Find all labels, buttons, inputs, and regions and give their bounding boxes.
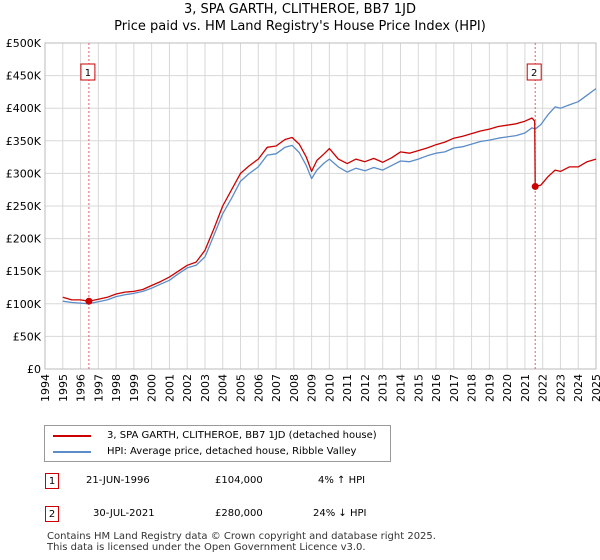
x-tick-label: 1995 (57, 374, 70, 402)
x-tick-label: 2010 (323, 374, 336, 402)
x-tick-label: 2011 (341, 374, 354, 402)
x-tick-label: 1999 (128, 374, 141, 402)
y-tick-label: £0 (27, 363, 41, 376)
chart-title: 3, SPA GARTH, CLITHEROE, BB7 1JD (183, 2, 417, 17)
legend-label-hpi: HPI: Average price, detached house, Ribb… (107, 446, 357, 457)
x-tick-label: 2004 (217, 374, 230, 402)
y-tick-label: £400K (6, 102, 42, 115)
x-tick-label: 2007 (270, 374, 283, 402)
x-tick-label: 2014 (394, 374, 407, 402)
x-tick-label: 2000 (146, 374, 159, 402)
transaction-date: 21-JUN-1996 (86, 475, 150, 486)
legend: 3, SPA GARTH, CLITHEROE, BB7 1JD (detach… (44, 425, 391, 462)
x-tick-label: 2022 (537, 374, 550, 402)
x-tick-label: 2005 (235, 374, 248, 402)
x-tick-label: 2017 (448, 374, 461, 402)
transaction-hpi: 4% ↑ HPI (318, 475, 366, 486)
x-tick-label: 2003 (199, 374, 212, 402)
x-tick-label: 2009 (306, 374, 319, 402)
sale-number-box (80, 63, 96, 81)
transaction-date: 30-JUL-2021 (93, 508, 155, 519)
x-tick-label: 2024 (572, 374, 585, 402)
x-tick-label: 1998 (110, 374, 123, 402)
y-tick-label: £500K (6, 37, 42, 50)
x-tick-label: 2012 (359, 374, 372, 402)
x-tick-label: 2025 (590, 374, 600, 402)
x-tick-label: 2002 (181, 374, 194, 402)
y-tick-label: £150K (6, 265, 42, 278)
x-tick-label: 2020 (501, 374, 514, 402)
y-tick-label: £350K (6, 135, 42, 148)
transaction-price: £280,000 (215, 508, 263, 519)
x-tick-label: 2023 (554, 374, 567, 402)
sale-number-label: 1 (85, 68, 91, 79)
y-tick-label: £200K (6, 233, 42, 246)
x-tick-label: 2019 (483, 374, 496, 402)
sale-point (85, 297, 93, 305)
transaction-badge: 2 (45, 506, 59, 522)
x-tick-label: 2008 (288, 374, 301, 402)
transaction-price: £104,000 (215, 475, 263, 486)
y-tick-label: £450K (6, 70, 42, 83)
sale-number-label: 2 (531, 68, 537, 79)
legend-swatch-sale (53, 435, 91, 437)
x-tick-label: 2006 (252, 374, 265, 402)
x-tick-label: 2021 (519, 374, 532, 402)
x-tick-label: 1994 (39, 374, 52, 402)
x-tick-label: 2016 (430, 374, 443, 402)
price-chart: £0 £50K £100K £150K £200K £250K £300K £350K £400… (6, 37, 600, 402)
transaction-hpi: 24% ↓ HPI (313, 508, 367, 519)
sale-price-line (62, 117, 597, 302)
x-tick-label: 2001 (163, 374, 176, 402)
x-tick-label: 2015 (412, 374, 425, 402)
sale-number-box (526, 63, 542, 81)
legend-swatch-hpi (53, 451, 91, 453)
transaction-badge: 1 (45, 473, 59, 489)
y-tick-label: £250K (6, 200, 42, 213)
footer: Contains HM Land Registry data © Crown c… (47, 531, 436, 553)
y-tick-label: £50K (13, 330, 42, 343)
x-tick-label: 2013 (377, 374, 390, 402)
y-tick-label: £300K (6, 167, 42, 180)
footer-line-1: Contains HM Land Registry data © Crown c… (47, 531, 436, 542)
legend-label-sale: 3, SPA GARTH, CLITHEROE, BB7 1JD (detach… (107, 430, 377, 441)
footer-line-2: This data is licensed under the Open Gov… (47, 542, 366, 553)
y-tick-label: £100K (6, 298, 42, 311)
sale-point (531, 182, 539, 190)
x-tick-label: 1996 (75, 374, 88, 402)
plot-border (44, 42, 597, 370)
hpi-line (62, 88, 597, 305)
chart-subtitle: Price paid vs. HM Land Registry's House … (114, 19, 486, 34)
x-tick-label: 1997 (92, 374, 105, 402)
x-tick-label: 2018 (466, 374, 479, 402)
